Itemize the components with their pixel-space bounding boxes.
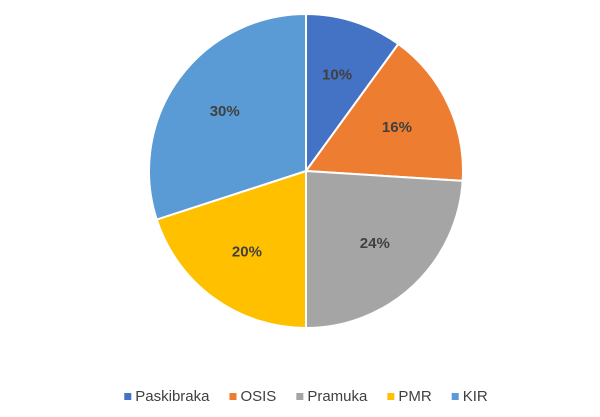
data-label: 24% [360,235,390,252]
pie-slice [305,12,400,175]
pie-slice [304,42,464,182]
pie-slice [305,169,464,330]
legend-label: Paskibraka [135,388,210,405]
data-label: 10% [322,66,352,83]
legend-swatch [451,393,459,400]
data-label: 20% [232,243,262,260]
legend-swatch [387,393,395,400]
legend-label: KIR [463,388,488,405]
pie-slice [155,169,307,330]
pie-slice [148,12,307,221]
legend-swatch [296,393,304,400]
data-label: 30% [210,103,240,120]
legend-label: PMR [398,388,432,405]
legend-label: OSIS [240,388,276,405]
legend-label: Pramuka [307,388,368,405]
data-label: 16% [382,119,412,136]
legend-swatch [124,393,132,400]
legend-swatch [229,393,237,400]
